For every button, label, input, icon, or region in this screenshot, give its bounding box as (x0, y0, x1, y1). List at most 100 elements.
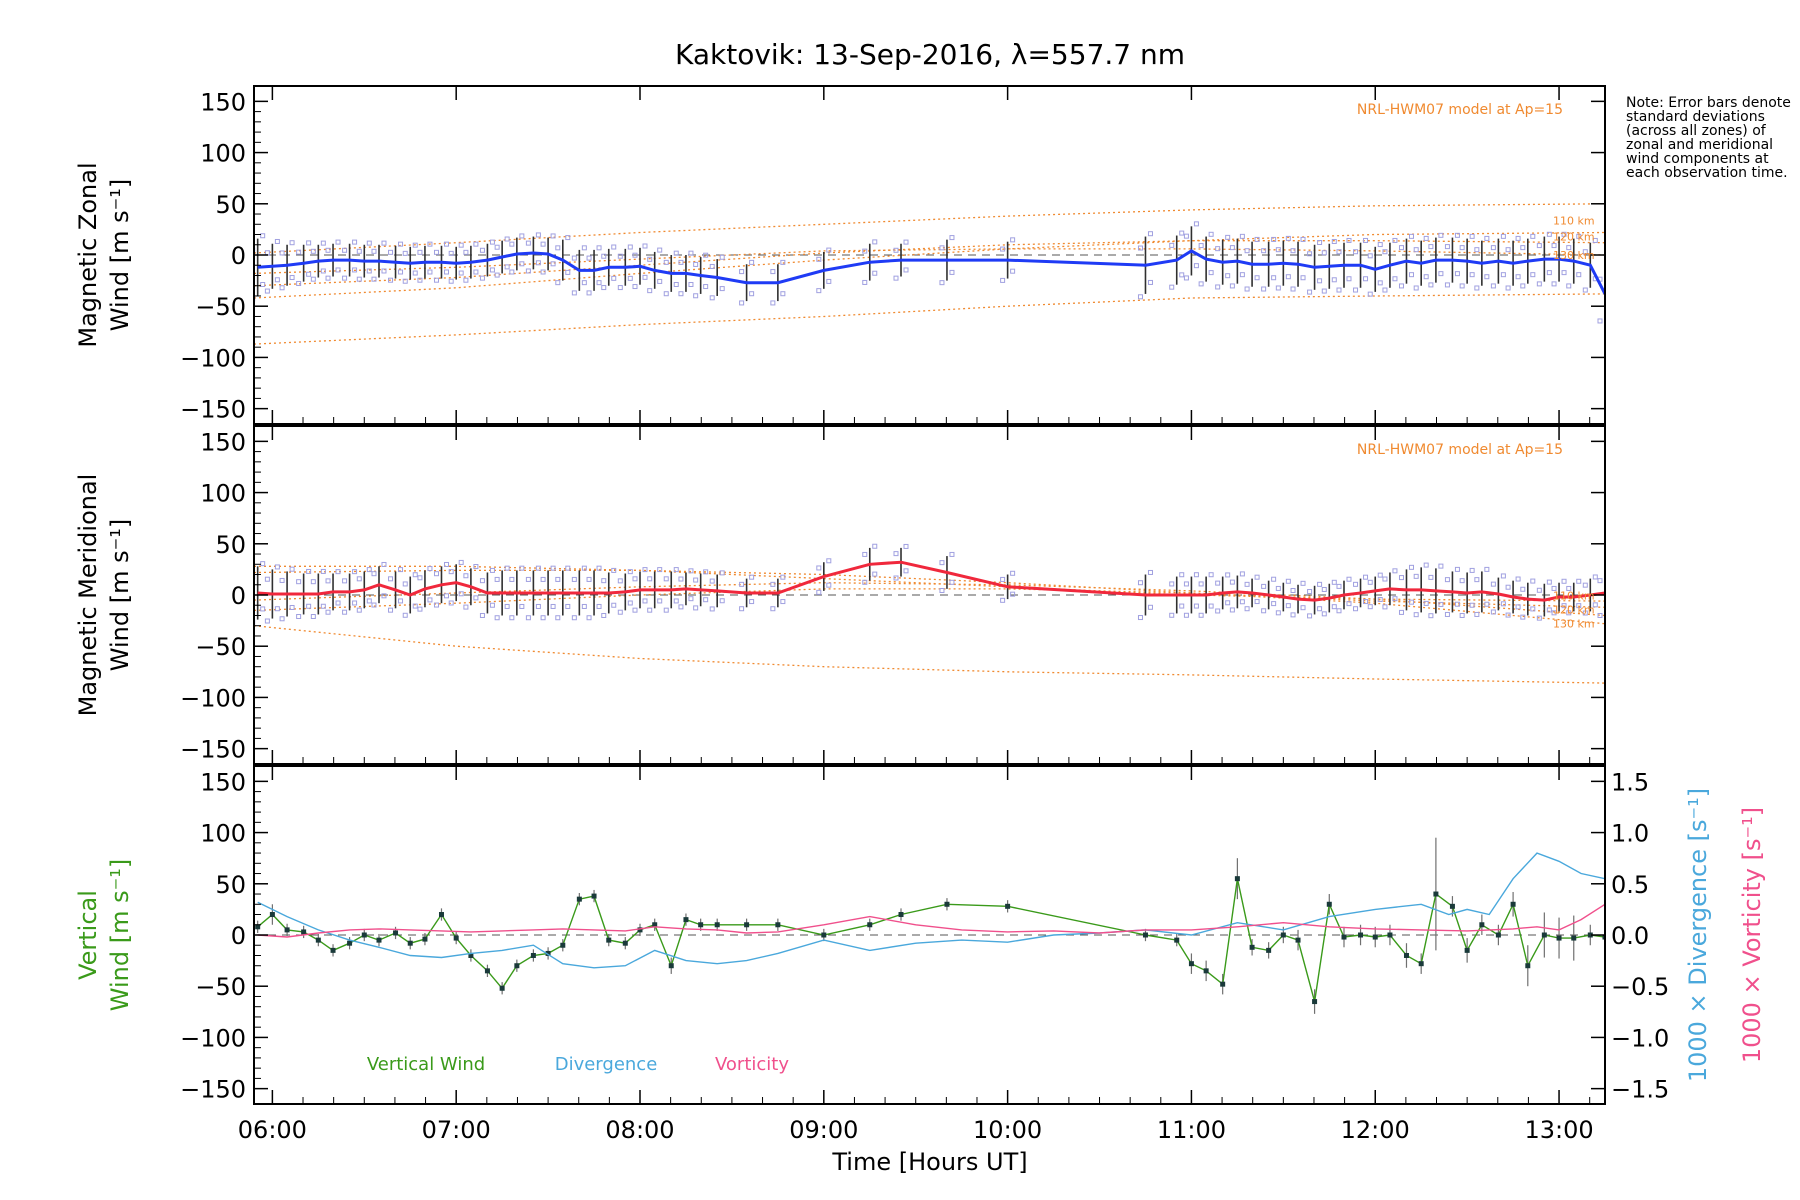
vertical-wind-point (530, 952, 536, 958)
zone-marker (1576, 233, 1582, 239)
zone-marker (611, 244, 617, 250)
zone-marker (1608, 568, 1612, 572)
zone-marker (816, 256, 822, 262)
zone-marker (1582, 287, 1588, 293)
vertical-wind-point (1525, 963, 1531, 969)
zone-marker (647, 576, 653, 582)
zone-marker (642, 243, 648, 249)
vertical-wind-point (944, 901, 950, 907)
zone-marker (1530, 272, 1536, 278)
zone-marker (1561, 578, 1567, 584)
vertical-wind-point (714, 922, 720, 928)
vertical-wind-point (347, 940, 353, 946)
zone-marker (1353, 287, 1359, 293)
zone-marker (417, 249, 423, 255)
zone-marker (611, 602, 617, 608)
zone-marker (1147, 279, 1153, 285)
zone-marker (1377, 242, 1383, 248)
zone-marker (458, 559, 464, 565)
y-tick-label: 50 (215, 531, 246, 559)
zone-marker (939, 280, 945, 286)
zone-marker (279, 616, 285, 622)
vertical-wind-point (330, 947, 336, 953)
zone-marker (1367, 579, 1373, 585)
zone-marker (366, 268, 372, 274)
zone-marker (770, 581, 776, 587)
x-tick-label: 11:00 (1157, 1116, 1226, 1144)
zone-marker (703, 252, 709, 258)
zone-marker (1490, 609, 1496, 615)
zone-marker (1169, 612, 1175, 618)
zone-marker (352, 267, 358, 273)
zone-marker (1398, 283, 1404, 289)
zone-marker (1444, 611, 1450, 617)
chart-title: Kaktovik: 13-Sep-2016, λ=557.7 nm (675, 38, 1185, 71)
zone-marker (1490, 245, 1496, 251)
zone-marker (826, 278, 832, 284)
vertical-wind-point (1387, 932, 1393, 938)
zone-marker (473, 595, 479, 601)
zone-marker (632, 284, 638, 290)
zone-marker (260, 233, 266, 239)
zone-marker (1346, 237, 1352, 243)
zone-marker (264, 288, 270, 294)
zone-marker (571, 290, 577, 296)
zone-marker (617, 253, 623, 259)
zone-marker (1490, 283, 1496, 289)
zone-marker (893, 275, 899, 281)
zone-marker (1438, 271, 1444, 277)
zone-marker (1413, 247, 1419, 253)
zone-marker (1392, 276, 1398, 282)
zone-marker (1608, 265, 1612, 269)
zone-marker (596, 565, 602, 571)
vertical-wind-point (1403, 952, 1409, 958)
zone-marker (1454, 271, 1460, 277)
zone-marker (949, 235, 955, 241)
vertical-wind-point (1358, 932, 1364, 938)
zone-marker (1484, 235, 1490, 241)
zone-marker (1225, 234, 1231, 240)
zone-marker (1398, 609, 1404, 615)
zone-marker (1317, 278, 1323, 284)
zone-marker (1515, 576, 1521, 582)
zone-marker (565, 269, 571, 275)
zone-marker (1275, 285, 1281, 291)
y-tick-label: 100 (200, 820, 246, 848)
legend-item: Divergence (555, 1054, 658, 1075)
zone-marker (398, 269, 404, 275)
zone-marker (1285, 578, 1291, 584)
zone-marker (673, 281, 679, 287)
zone-marker (627, 275, 633, 281)
zone-marker (1546, 231, 1552, 237)
zone-marker (780, 599, 786, 605)
zone-marker (1271, 236, 1277, 242)
y2-tick-label: −1.0 (1611, 1024, 1669, 1052)
zone-marker (1169, 242, 1175, 248)
zone-marker (1000, 597, 1006, 603)
vertical-wind-point (1142, 932, 1148, 938)
vertical-wind-point (1510, 901, 1516, 907)
zone-marker (1566, 610, 1572, 616)
zone-marker (749, 291, 755, 297)
y-tick-label: 0 (231, 582, 246, 610)
zone-marker (1546, 579, 1552, 585)
zone-marker (770, 606, 776, 612)
zone-marker (1469, 272, 1475, 278)
zone-marker (433, 571, 439, 577)
y-tick-label: 0 (231, 922, 246, 950)
vertical-wind-point (1005, 903, 1011, 909)
zone-marker (647, 256, 653, 262)
zone-marker (1336, 608, 1342, 614)
zone-marker (489, 602, 495, 608)
zone-marker (555, 615, 561, 621)
zone-marker (703, 284, 709, 290)
zone-marker (703, 569, 709, 575)
zone-marker (1392, 568, 1398, 574)
zone-marker (1261, 583, 1267, 589)
zone-marker (1353, 606, 1359, 612)
model-height-label: 110 km (1553, 214, 1595, 227)
zone-marker (1183, 581, 1189, 587)
zone-marker (1484, 601, 1490, 607)
zone-marker (826, 247, 832, 253)
zone-marker (581, 565, 587, 571)
